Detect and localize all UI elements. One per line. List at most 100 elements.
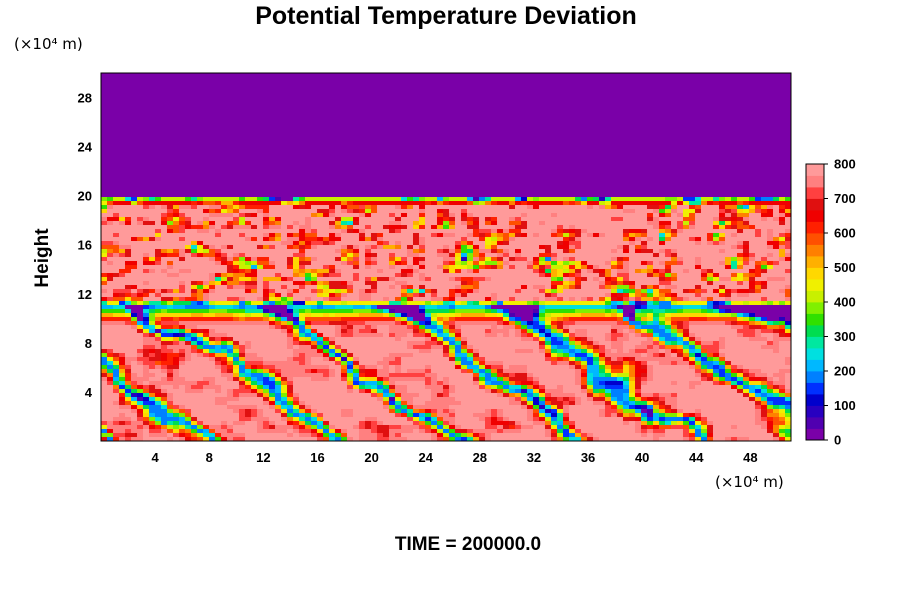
heatmap-cell (407, 233, 414, 238)
heatmap-cell (119, 93, 126, 98)
heatmap-cell (641, 205, 648, 210)
heatmap-cell (257, 149, 264, 154)
heatmap-cell (767, 169, 774, 174)
heatmap-cell (557, 217, 564, 222)
heatmap-cell (479, 225, 486, 230)
heatmap-cell (479, 109, 486, 114)
heatmap-cell (785, 129, 791, 134)
heatmap-cell (341, 165, 348, 170)
heatmap-cell (641, 125, 648, 130)
heatmap-cell (719, 157, 726, 162)
heatmap-cell (107, 153, 114, 158)
heatmap-cell (245, 85, 252, 90)
heatmap-cell (617, 161, 624, 166)
heatmap-cell (611, 173, 618, 178)
heatmap-cell (449, 173, 456, 178)
heatmap-cell (473, 221, 480, 226)
heatmap-cell (449, 213, 456, 218)
heatmap-cell (515, 153, 522, 158)
heatmap-cell (461, 161, 468, 166)
heatmap-cell (755, 241, 762, 246)
heatmap-cell (449, 201, 456, 206)
heatmap-cell (569, 81, 576, 86)
heatmap-cell (377, 193, 384, 198)
heatmap-cell (755, 189, 762, 194)
heatmap-cell (557, 153, 564, 158)
heatmap-cell (137, 241, 144, 246)
heatmap-cell (509, 237, 516, 242)
heatmap-cell (341, 205, 348, 210)
heatmap-cell (659, 161, 666, 166)
heatmap-cell (215, 245, 222, 250)
heatmap-cell (653, 157, 660, 162)
heatmap-cell (281, 165, 288, 170)
heatmap-cell (443, 113, 450, 118)
heatmap-cell (611, 93, 618, 98)
heatmap-cell (161, 181, 168, 186)
heatmap-cell (641, 229, 648, 234)
heatmap-cell (731, 165, 738, 170)
heatmap-cell (101, 121, 108, 126)
heatmap-cell (617, 193, 624, 198)
heatmap-cell (251, 205, 258, 210)
heatmap-cell (749, 149, 756, 154)
heatmap-cell (767, 197, 774, 202)
heatmap-cell (395, 117, 402, 122)
heatmap-cell (335, 225, 342, 230)
heatmap-cell (419, 133, 426, 138)
heatmap-cell (695, 153, 702, 158)
heatmap-cell (257, 81, 264, 86)
heatmap-cell (257, 189, 264, 194)
heatmap-cell (605, 237, 612, 242)
heatmap-cell (509, 113, 516, 118)
heatmap-cell (659, 149, 666, 154)
heatmap-cell (137, 245, 144, 250)
heatmap-cell (335, 241, 342, 246)
heatmap-cell (653, 113, 660, 118)
heatmap-cell (143, 185, 150, 190)
heatmap-cell (215, 85, 222, 90)
heatmap-cell (371, 205, 378, 210)
heatmap-cell (575, 193, 582, 198)
heatmap-cell (515, 109, 522, 114)
heatmap-cell (701, 137, 708, 142)
heatmap-cell (101, 229, 108, 234)
heatmap-cell (257, 209, 264, 214)
heatmap-cell (125, 145, 132, 150)
heatmap-cell (299, 189, 306, 194)
heatmap-cell (557, 121, 564, 126)
heatmap-cell (227, 201, 234, 206)
heatmap-cell (389, 217, 396, 222)
heatmap-cell (149, 177, 156, 182)
heatmap-cell (785, 157, 791, 162)
heatmap-cell (473, 165, 480, 170)
heatmap-cell (233, 165, 240, 170)
heatmap-cell (209, 133, 216, 138)
heatmap-cell (617, 105, 624, 110)
heatmap-cell (719, 161, 726, 166)
heatmap-cell (281, 241, 288, 246)
heatmap-cell (731, 117, 738, 122)
heatmap-cell (203, 185, 210, 190)
heatmap-cell (131, 197, 138, 202)
heatmap-cell (767, 109, 774, 114)
heatmap-cell (617, 149, 624, 154)
heatmap-cell (509, 141, 516, 146)
heatmap-cell (293, 241, 300, 246)
heatmap-cell (575, 225, 582, 230)
heatmap-cell (401, 169, 408, 174)
heatmap-cell (425, 85, 432, 90)
heatmap-cell (365, 189, 372, 194)
heatmap-cell (659, 77, 666, 82)
heatmap-cell (299, 221, 306, 226)
heatmap-cell (719, 197, 726, 202)
heatmap-cell (221, 93, 228, 98)
heatmap-cell (107, 121, 114, 126)
heatmap-cell (179, 133, 186, 138)
heatmap-cell (599, 165, 606, 170)
heatmap-cell (353, 233, 360, 238)
heatmap-cell (485, 153, 492, 158)
heatmap-cell (413, 77, 420, 82)
heatmap-cell (617, 177, 624, 182)
heatmap-cell (755, 181, 762, 186)
